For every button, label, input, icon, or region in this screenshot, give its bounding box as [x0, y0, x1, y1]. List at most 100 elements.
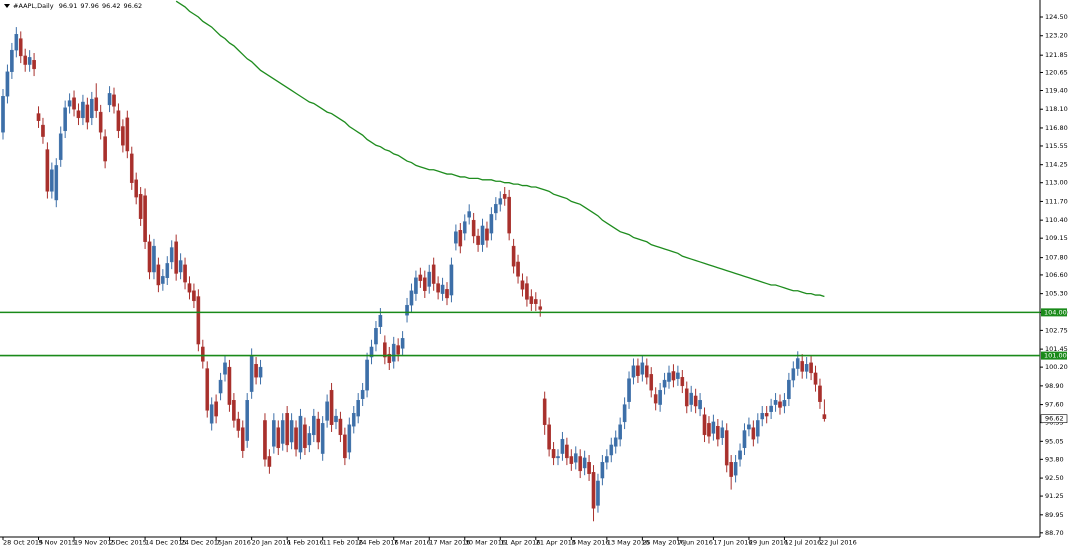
x-tick-label: 13 May 2016: [607, 539, 649, 547]
candle-body: [320, 423, 325, 454]
candle-body: [440, 284, 445, 294]
y-tick-label: 116.80: [1045, 124, 1068, 132]
candle-body: [156, 264, 161, 286]
y-tick-label: 106.60: [1045, 271, 1068, 279]
last-open: 96.91: [59, 2, 78, 10]
candle-body: [85, 104, 90, 123]
candle-body: [174, 241, 178, 274]
x-tick-label: 11 Feb 2016: [323, 539, 363, 547]
candle-body: [147, 241, 152, 273]
x-tick-label: 28 Oct 2015: [3, 539, 43, 547]
candle-body: [365, 359, 369, 391]
candle-body: [795, 358, 800, 369]
candle-body: [716, 425, 720, 440]
candle-body: [205, 368, 210, 411]
candle-body: [525, 283, 529, 300]
candle-body: [418, 274, 423, 281]
x-tick-label: 25 May 2016: [642, 539, 684, 547]
candle-body: [427, 271, 432, 287]
candle-body: [138, 194, 143, 219]
candle-body: [751, 427, 756, 440]
candle-body: [303, 424, 307, 449]
candle-body: [662, 379, 667, 388]
candle-body: [782, 400, 787, 407]
candle-body: [294, 427, 298, 450]
candle-body: [218, 379, 223, 394]
candle-body: [809, 362, 813, 374]
candle-body: [32, 60, 36, 70]
symbol-icon: [4, 4, 10, 8]
candle-body: [454, 231, 458, 244]
candle-body: [458, 230, 463, 247]
y-tick-label: 100.20: [1045, 363, 1068, 371]
chart-title: #AAPL,Daily: [13, 2, 54, 10]
candle-body: [94, 97, 99, 111]
candle-body: [178, 260, 183, 273]
x-tick-label: 29 Jun 2016: [749, 539, 788, 547]
y-tick-label: 105.30: [1045, 290, 1068, 298]
candle-body: [103, 136, 107, 162]
candle-body: [107, 93, 112, 106]
candle-body: [227, 366, 232, 405]
candle-body: [423, 277, 427, 291]
candle-body: [596, 480, 600, 506]
candle-body: [529, 296, 534, 304]
candle-body: [680, 377, 685, 387]
candle-body: [622, 404, 627, 423]
x-tick-label: 7 Jan 2016: [216, 539, 251, 547]
candle-body: [183, 264, 187, 283]
level-label: 101.00: [1044, 352, 1067, 360]
x-tick-label: 1 Feb 2016: [287, 539, 323, 547]
candle-body: [818, 385, 822, 402]
candle-body: [192, 290, 196, 302]
candle-body: [693, 395, 698, 407]
candle-body: [36, 113, 41, 121]
candle-body: [307, 433, 312, 446]
candle-body: [312, 415, 316, 436]
x-tick-label: 30 Mar 2016: [465, 539, 506, 547]
candle-body: [209, 404, 214, 424]
y-tick-label: 113.00: [1045, 179, 1068, 187]
y-tick-label: 97.60: [1045, 401, 1064, 409]
candle-body: [587, 462, 591, 474]
candle-body: [351, 413, 356, 427]
candle-body: [232, 400, 236, 421]
candle-body: [200, 346, 205, 362]
candle-body: [431, 264, 436, 284]
candle-body: [334, 415, 338, 423]
y-tick-label: 118.10: [1045, 105, 1068, 113]
candle-body: [89, 98, 94, 119]
candle-body: [640, 362, 645, 375]
y-tick-label: 102.75: [1045, 326, 1068, 334]
candle-body: [383, 342, 387, 358]
y-tick-label: 111.70: [1045, 197, 1068, 205]
candle-body: [618, 424, 622, 440]
candle-body: [520, 280, 525, 290]
candle-body: [10, 49, 14, 72]
y-tick-label: 120.65: [1045, 68, 1068, 76]
candle-body: [1, 96, 5, 133]
candle-body: [125, 117, 130, 152]
candle-body: [547, 424, 551, 450]
x-tick-label: 11 Apr 2016: [500, 539, 540, 547]
candle-body: [609, 444, 614, 456]
candle-body: [742, 430, 747, 449]
candle-body: [787, 379, 791, 400]
candle-body: [684, 388, 689, 407]
candle-body: [134, 179, 139, 198]
x-tick-label: 2 Dec 2015: [110, 539, 147, 547]
candle-body: [50, 169, 54, 192]
candle-body: [733, 462, 738, 476]
candle-body: [360, 389, 365, 400]
candle-body: [258, 366, 263, 378]
candle-body: [542, 398, 547, 425]
candle-body: [129, 153, 134, 183]
price-label-box: [1040, 414, 1068, 424]
y-tick-label: 107.80: [1045, 254, 1068, 262]
x-tick-label: 21 Apr 2016: [536, 539, 576, 547]
candle-body: [489, 214, 494, 234]
candle-body: [152, 245, 156, 273]
candle-body: [58, 133, 63, 160]
candle-body: [245, 400, 250, 441]
